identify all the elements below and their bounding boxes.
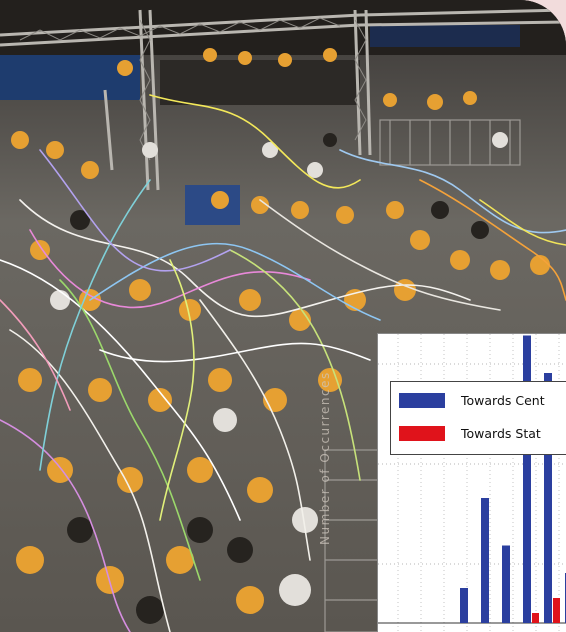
chart-grid bbox=[378, 334, 566, 632]
bar-chart bbox=[378, 334, 566, 632]
bar-towards-center bbox=[502, 545, 510, 623]
bar-towards-center bbox=[544, 373, 552, 623]
bar-towards-station bbox=[532, 613, 539, 623]
legend-item-towards-station: Towards Stat bbox=[399, 422, 541, 444]
bar-towards-station bbox=[553, 598, 560, 623]
legend-item-towards-center: Towards Cent bbox=[399, 389, 545, 411]
chart-legend: Towards Cent Towards Stat bbox=[390, 381, 566, 455]
y-axis-label: Number of Occurrences bbox=[318, 371, 332, 545]
bar-towards-center bbox=[523, 335, 531, 623]
legend-label: Towards Cent bbox=[461, 392, 545, 408]
chart-bars bbox=[378, 335, 566, 624]
chart-inset: Towards Cent Towards Stat bbox=[377, 333, 566, 632]
bar-towards-center bbox=[460, 588, 468, 623]
bar-towards-center bbox=[481, 498, 489, 623]
legend-swatch-blue bbox=[399, 392, 445, 408]
legend-label: Towards Stat bbox=[461, 425, 541, 441]
legend-swatch-red bbox=[399, 425, 445, 441]
